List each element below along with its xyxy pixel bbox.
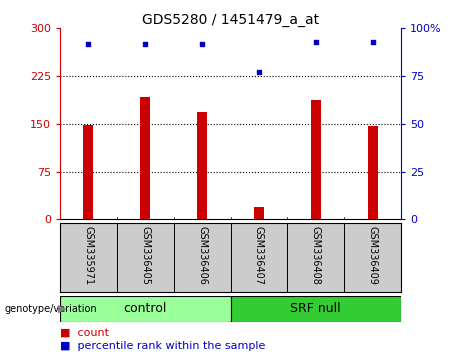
Text: GSM336405: GSM336405 — [140, 227, 150, 285]
Point — [85, 41, 92, 46]
Point — [198, 41, 206, 46]
Text: GSM336408: GSM336408 — [311, 227, 321, 285]
Text: GSM336407: GSM336407 — [254, 227, 264, 285]
Bar — [197, 113, 207, 219]
Text: GSM336409: GSM336409 — [367, 227, 378, 285]
Point — [312, 39, 319, 45]
Bar — [83, 125, 94, 219]
Text: genotype/variation: genotype/variation — [5, 304, 97, 314]
Bar — [311, 100, 321, 219]
Point — [255, 69, 263, 75]
Bar — [367, 126, 378, 219]
Text: GSM336406: GSM336406 — [197, 227, 207, 285]
Bar — [254, 207, 264, 219]
Text: GSM335971: GSM335971 — [83, 227, 94, 286]
Bar — [230, 296, 401, 322]
Text: control: control — [124, 302, 167, 315]
Text: ■  percentile rank within the sample: ■ percentile rank within the sample — [60, 341, 265, 351]
Bar — [60, 296, 230, 322]
Title: GDS5280 / 1451479_a_at: GDS5280 / 1451479_a_at — [142, 13, 319, 27]
Point — [142, 41, 149, 46]
Text: ▶: ▶ — [58, 304, 66, 314]
Point — [369, 39, 376, 45]
Bar — [140, 97, 150, 219]
Text: SRF null: SRF null — [290, 302, 341, 315]
Text: ■  count: ■ count — [60, 327, 109, 337]
